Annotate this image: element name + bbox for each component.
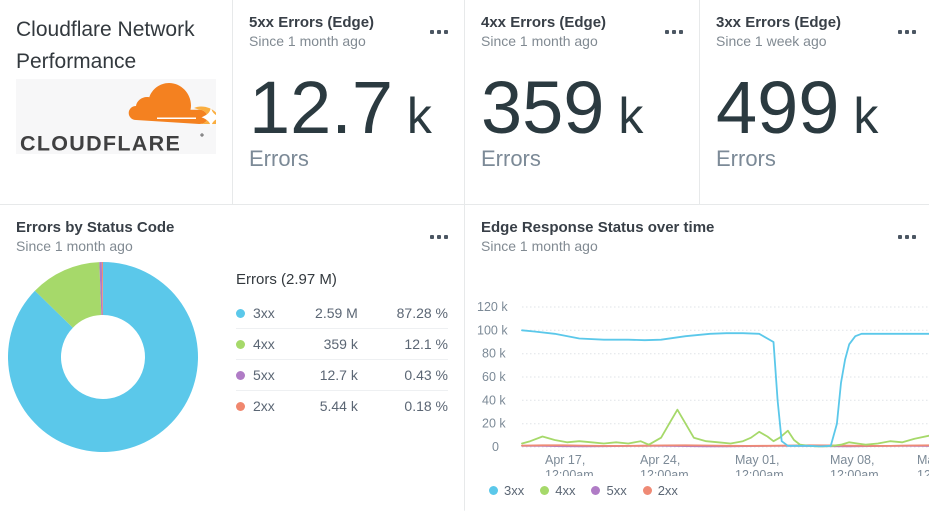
svg-text:Apr 24,: Apr 24,: [640, 453, 680, 467]
svg-text:May 08,: May 08,: [830, 453, 874, 467]
svg-text:12:00a: 12:00a: [917, 468, 929, 476]
svg-text:100 k: 100 k: [477, 323, 508, 337]
svg-text:20 k: 20 k: [482, 417, 506, 431]
svg-text:May 01,: May 01,: [735, 453, 779, 467]
svg-text:40 k: 40 k: [482, 393, 506, 407]
svg-text:12:00am: 12:00am: [830, 468, 879, 476]
svg-text:60 k: 60 k: [482, 370, 506, 384]
svg-text:CLOUDFLARE: CLOUDFLARE: [20, 132, 181, 155]
svg-text:80 k: 80 k: [482, 347, 506, 361]
svg-text:0: 0: [492, 440, 499, 454]
svg-text:12:00am: 12:00am: [735, 468, 784, 476]
svg-text:12:00am: 12:00am: [545, 468, 594, 476]
svg-text:Apr 17,: Apr 17,: [545, 453, 585, 467]
svg-text:May 1: May 1: [917, 453, 929, 467]
svg-text:120 k: 120 k: [477, 300, 508, 314]
svg-text:12:00am: 12:00am: [640, 468, 689, 476]
